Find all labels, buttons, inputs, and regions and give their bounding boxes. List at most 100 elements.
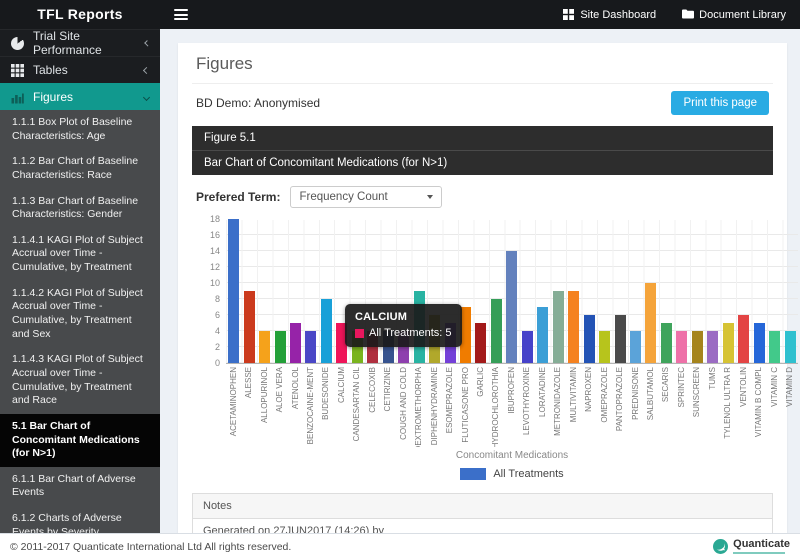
bar-vitamin-d[interactable]	[784, 331, 796, 363]
chart-legend: All Treatments	[226, 468, 798, 480]
navbar-links: Site Dashboard Document Library	[563, 9, 786, 21]
figure-header: Figure 5.1 Bar Chart of Concomitant Medi…	[192, 126, 773, 175]
print-page-button[interactable]: Print this page	[671, 91, 769, 115]
preferred-term-label: Prefered Term:	[196, 190, 281, 204]
figures-submenu-item[interactable]: 1.1.4.1 KAGI Plot of Subject Accrual ove…	[12, 233, 143, 274]
bar-sunscreen[interactable]	[691, 331, 703, 363]
tooltip-title: CALCIUM	[355, 311, 408, 323]
bar-metronidazole[interactable]	[552, 291, 564, 363]
bar-multivitamin[interactable]	[568, 291, 580, 363]
x-axis-tick-label: TUMS	[707, 367, 717, 390]
figures-submenu-item[interactable]: 1.1.3 Bar Chart of Baseline Characterist…	[12, 194, 139, 221]
x-axis-tick-label: OMEPRAZOLE	[599, 367, 609, 423]
logo-text: Quanticate	[733, 537, 790, 555]
bar-fluticasone-pro[interactable]	[460, 307, 472, 363]
bar-celecoxib[interactable]	[367, 331, 379, 363]
sidebar-item-figures[interactable]: Figures	[0, 83, 160, 110]
bar-candesartan-cil[interactable]	[351, 331, 363, 363]
bar-ibuprofen[interactable]	[506, 251, 518, 363]
x-axis-tick-label: NAPROXEN	[584, 367, 594, 412]
hamburger-menu-icon[interactable]	[174, 9, 188, 20]
x-axis-tick-label: GARLIC	[475, 367, 485, 397]
nav-link-site-dashboard[interactable]: Site Dashboard	[563, 9, 656, 21]
sidebar-item-label: Figures	[33, 90, 74, 104]
bar-tylenol-ultra-r[interactable]	[722, 323, 734, 363]
x-axis-labels: ACETAMINOPHEN ALESSE ALLOPURINOL ALOE VERA A…	[226, 367, 798, 447]
bar-vitamin-b-compl[interactable]	[753, 323, 765, 363]
x-axis-tick-label: VENTOLIN	[738, 367, 748, 407]
bar-acetaminophen[interactable]	[228, 219, 240, 363]
y-axis-tick-label: 8	[214, 294, 220, 304]
y-axis-tick-label: 18	[209, 214, 220, 224]
pie-chart-icon	[11, 36, 24, 50]
bar-calcium[interactable]	[336, 323, 348, 363]
x-axis-tick-label: CELECOXIB	[367, 367, 377, 413]
bar-sprintec[interactable]	[676, 331, 688, 363]
legend-label: All Treatments	[493, 468, 564, 480]
bar-cough-and-cold[interactable]	[398, 331, 410, 363]
bar-prednisone[interactable]	[630, 331, 641, 363]
legend-swatch-icon	[460, 468, 487, 480]
bar-alesse[interactable]	[243, 291, 255, 363]
bar-aloe-vera[interactable]	[274, 331, 286, 363]
x-axis-tick-label: PANTOPRAZOLE	[615, 367, 625, 432]
y-axis-tick-label: 2	[214, 342, 220, 352]
bar-hydrochlorothia[interactable]	[490, 299, 502, 363]
bar-cetirizine[interactable]	[382, 331, 394, 363]
logo-name: Quanticate	[733, 537, 790, 550]
figure-title: Bar Chart of Concomitant Medications (fo…	[204, 157, 448, 169]
sidebar-item-tables[interactable]: Tables	[0, 56, 160, 83]
figures-submenu-item[interactable]: 5.1 Bar Chart of Concomitant Medications…	[0, 413, 160, 467]
plot-bars	[226, 219, 798, 363]
preferred-term-select[interactable]: Frequency Count	[290, 186, 443, 208]
dropdown-caret-icon	[427, 195, 434, 199]
x-axis-tick-label: ATENOLOL	[290, 367, 300, 410]
bar-tums[interactable]	[707, 331, 719, 363]
footer: © 2011-2017 Quanticate International Ltd…	[0, 533, 800, 559]
x-axis-tick-label: VITAMIN B COMPL	[754, 367, 764, 438]
x-axis-tick-label: FLUTICASONE PRO	[460, 367, 470, 443]
nav-link-document-library[interactable]: Document Library	[682, 9, 786, 21]
bar-benzocaine-ment[interactable]	[305, 331, 317, 363]
bar-omeprazole[interactable]	[599, 331, 611, 363]
bar-loratadine[interactable]	[537, 307, 549, 363]
x-axis-tick-label: ACETAMINOPHEN	[228, 367, 238, 437]
x-axis-tick-label: COUGH AND COLD	[398, 367, 408, 440]
x-axis-tick-label: ALLOPURINOL	[259, 367, 269, 424]
bar-salbutamol[interactable]	[645, 283, 657, 363]
sidebar-item-trial-site-performance[interactable]: Trial Site Performance	[0, 29, 160, 57]
bar-pantoprazole[interactable]	[614, 315, 626, 363]
figures-submenu-item[interactable]: 6.1.1 Bar Chart of Adverse Events	[12, 472, 136, 499]
x-axis-tick-label: TYLENOL ULTRA R	[723, 367, 733, 439]
y-axis-tick-label: 0	[214, 358, 220, 368]
nav-link-label: Document Library	[699, 8, 786, 21]
bar-garlic[interactable]	[475, 323, 487, 363]
quanticate-logo[interactable]: Quanticate	[713, 537, 790, 555]
plot-area: 0 2 4 6 8 10 12 14 16 18 CALCIUM All Treatments: …	[210, 214, 798, 368]
bar-ventolin[interactable]	[738, 315, 750, 363]
bar-secaris[interactable]	[660, 323, 672, 363]
figures-submenu-item[interactable]: 1.1.4.3 KAGI Plot of Subject Accrual ove…	[12, 353, 143, 407]
notes-generated-row: Generated on 27JUN2017 (14:26) by J:\SAS…	[193, 519, 772, 533]
x-axis-tick-label: DIPHENHYDRAMINE	[429, 367, 439, 446]
y-axis-tick-label: 12	[209, 262, 220, 272]
logo-tagline	[733, 552, 786, 555]
bar-naproxen[interactable]	[583, 315, 595, 363]
x-axis-tick-label: PREDNISONE	[630, 367, 640, 420]
bar-vitamin-c[interactable]	[769, 331, 781, 363]
figures-submenu-item[interactable]: 1.1.2 Bar Chart of Baseline Characterist…	[12, 155, 139, 181]
bar-allopurinol[interactable]	[259, 331, 271, 363]
figures-submenu-item[interactable]: 1.1.1 Box Plot of Baseline Characteristi…	[12, 116, 133, 142]
controls-row: Prefered Term: Frequency Count	[192, 186, 773, 208]
bar-atenolol[interactable]	[290, 323, 302, 363]
bar-chart-icon	[11, 91, 24, 104]
bar-levothyroxine[interactable]	[521, 331, 533, 363]
quanticate-logo-icon	[713, 538, 729, 554]
page-title: Figures	[192, 47, 773, 84]
top-navbar: Site Dashboard Document Library	[160, 0, 800, 29]
y-axis-tick-label: 16	[209, 230, 220, 240]
x-axis-tick-label: CANDESARTAN CIL	[352, 367, 362, 442]
figures-submenu-item[interactable]: 1.1.4.2 KAGI Plot of Subject Accrual ove…	[12, 286, 143, 340]
bar-budesonide[interactable]	[320, 299, 332, 363]
